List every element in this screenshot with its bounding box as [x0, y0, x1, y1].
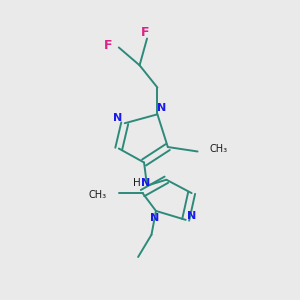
Text: N: N	[113, 113, 122, 123]
Text: F: F	[141, 26, 150, 38]
Text: CH₃: CH₃	[209, 143, 228, 154]
Text: CH₃: CH₃	[89, 190, 107, 200]
Text: N: N	[187, 211, 196, 221]
Text: N: N	[157, 103, 167, 113]
Text: H: H	[133, 178, 140, 188]
Text: F: F	[104, 40, 112, 52]
Text: N: N	[150, 213, 159, 224]
Text: N: N	[141, 178, 150, 188]
